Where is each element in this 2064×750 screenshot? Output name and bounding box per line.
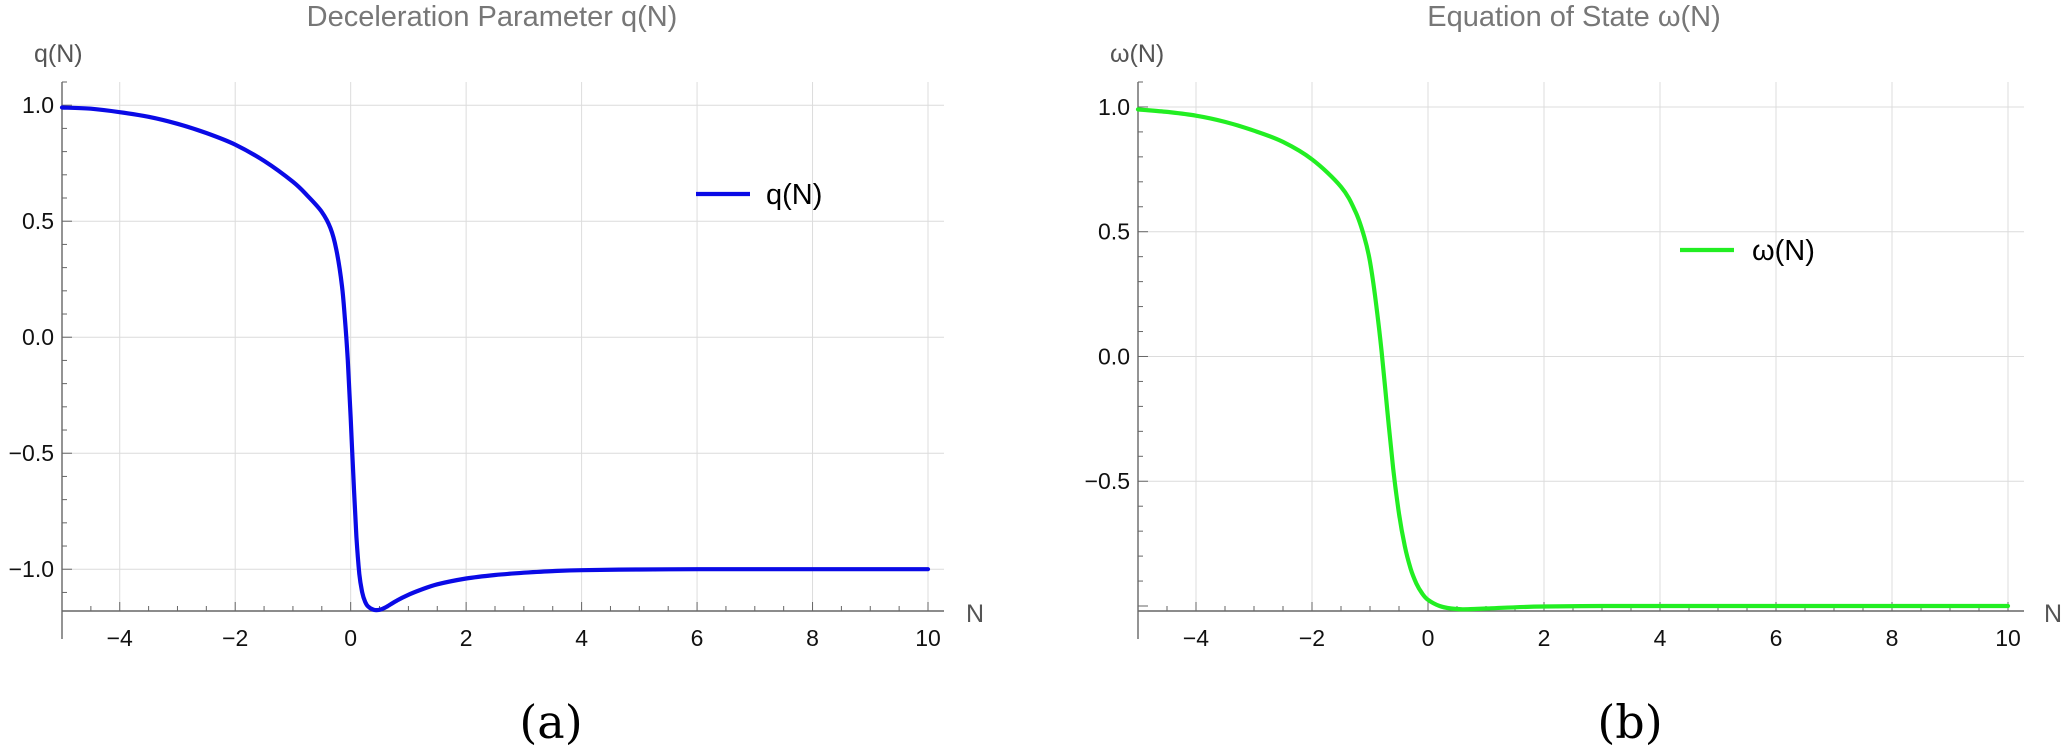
chart-b-x-tick-label: 0 (1422, 625, 1435, 651)
chart-b-ylabel: ω(N) (1110, 40, 1164, 68)
chart-a-x-tick-label: 4 (575, 625, 588, 651)
chart-a-x-tick-label: −4 (107, 625, 133, 651)
chart-b-y-tick-label: 0.0 (1098, 343, 1130, 369)
chart-a-xlabel: N (966, 600, 984, 628)
chart-b-x-tick-label: −2 (1299, 625, 1325, 651)
chart-b-title: Equation of State ω(N) (1427, 1, 1720, 33)
chart-b-y-tick-label: 0.5 (1098, 219, 1130, 245)
chart-b-legend-label: ω(N) (1752, 235, 1815, 267)
chart-b-y-tick-label: −0.5 (1085, 468, 1130, 494)
chart-a-y-tick-label: 0.0 (22, 324, 54, 350)
chart-a-x-tick-label: −2 (222, 625, 248, 651)
chart-b-grid (1138, 82, 2024, 611)
chart-a-caption: (a) (519, 695, 582, 749)
chart-a-grid (62, 82, 944, 611)
chart-b-series-line (1135, 107, 2011, 612)
chart-b-caption: (b) (1597, 695, 1662, 749)
chart-a-series-line (59, 105, 931, 613)
panel-a: Deceleration Parameter q(N) q(N) N (a) −… (9, 1, 984, 749)
chart-b-x-tick-label: −4 (1183, 625, 1209, 651)
chart-b-y-tick-label: 1.0 (1098, 94, 1130, 120)
chart-b-legend: ω(N) (1680, 235, 1815, 267)
chart-b-x-tick-label: 4 (1654, 625, 1667, 651)
chart-a-x-tick-label: 6 (691, 625, 704, 651)
chart-b-xlabel: N (2044, 600, 2062, 628)
chart-b-x-tick-label: 10 (1995, 625, 2021, 651)
chart-a-y-tick-label: −0.5 (9, 440, 54, 466)
chart-a-x-tick-label: 8 (806, 625, 819, 651)
chart-b-x-tick-label: 2 (1538, 625, 1551, 651)
chart-a-y-tick-label: 1.0 (22, 92, 54, 118)
chart-a-y-tick-label: 0.5 (22, 208, 54, 234)
chart-a-x-tick-label: 0 (344, 625, 357, 651)
chart-a-ylabel: q(N) (34, 40, 83, 68)
chart-a-x-tick-label: 2 (460, 625, 473, 651)
chart-b-x-tick-label: 8 (1886, 625, 1899, 651)
chart-a-legend: q(N) (696, 179, 822, 211)
chart-b-x-tick-label: 6 (1770, 625, 1783, 651)
chart-a-title: Deceleration Parameter q(N) (307, 1, 678, 33)
chart-a-y-tick-label: −1.0 (9, 556, 54, 582)
chart-a-legend-label: q(N) (766, 179, 822, 211)
panel-b: Equation of State ω(N) ω(N) N (b) −4 −2 0 2… (1085, 1, 2062, 749)
chart-a-x-tick-label: 10 (915, 625, 941, 651)
